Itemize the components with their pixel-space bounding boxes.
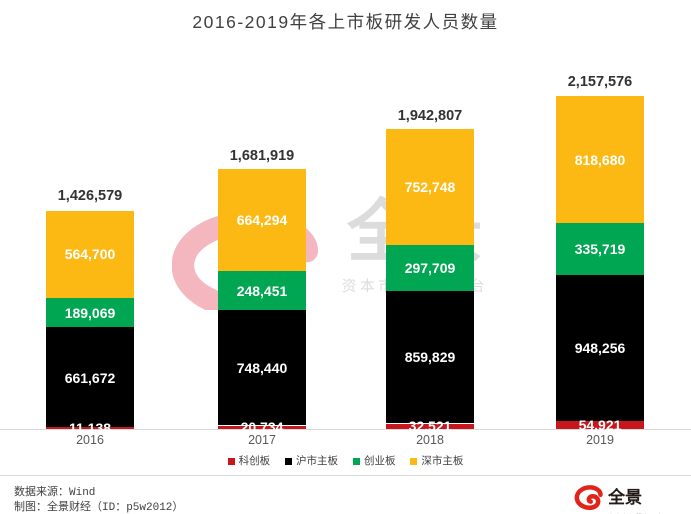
svg-text:全景: 全景: [607, 487, 642, 507]
